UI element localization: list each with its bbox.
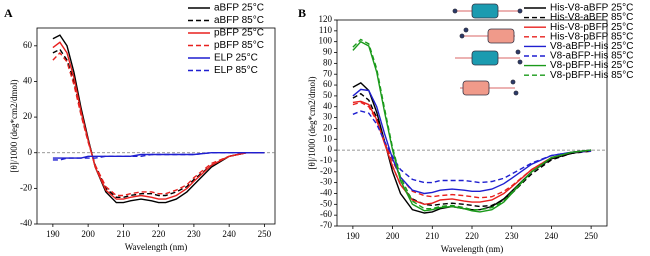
y-tick-label: 60 bbox=[23, 40, 33, 50]
y-tick-label: 70 bbox=[323, 68, 333, 78]
y-tick-label: -30 bbox=[320, 177, 332, 187]
y-tick-label: 60 bbox=[323, 79, 333, 89]
y-tick-label: 100 bbox=[319, 36, 333, 46]
x-tick-label: 210 bbox=[117, 229, 131, 239]
plot-frame bbox=[36, 27, 276, 225]
y-axis-label: [θ]/1000 (deg*cm2/dmol) bbox=[307, 76, 317, 169]
y-tick-label: 20 bbox=[323, 122, 333, 132]
y-tick-label: -40 bbox=[20, 218, 32, 228]
legend-label: His-V8-aBFP 85°C bbox=[550, 12, 633, 23]
legend-label: V8-aBFP-His 85°C bbox=[550, 51, 633, 62]
series-line bbox=[52, 152, 265, 161]
x-tick-label: 230 bbox=[505, 231, 519, 241]
legend-label: aBFP 85°C bbox=[214, 15, 264, 26]
series-line bbox=[352, 38, 592, 211]
legend-label: pBFP 85°C bbox=[214, 40, 264, 51]
legend-label: His-V8-pBFP 85°C bbox=[550, 31, 633, 42]
legend-label: V8-pBFP-His 25°C bbox=[550, 60, 633, 71]
x-tick-label: 190 bbox=[346, 231, 360, 241]
series-line bbox=[352, 88, 592, 195]
y-tick-label: 40 bbox=[23, 76, 33, 86]
legend-label: ELP 25°C bbox=[214, 53, 258, 64]
x-tick-label: 220 bbox=[465, 231, 479, 241]
x-tick-label: 240 bbox=[222, 229, 236, 239]
legend-label: His-V8-pBFP 25°C bbox=[550, 22, 633, 33]
y-tick-label: 10 bbox=[323, 133, 333, 143]
y-tick-label: 50 bbox=[323, 90, 333, 100]
y-tick-label: -70 bbox=[320, 220, 332, 230]
x-tick-label: 190 bbox=[46, 229, 60, 239]
y-tick-label: 120 bbox=[319, 14, 333, 24]
series-line bbox=[352, 101, 592, 199]
legend-label: V8-aBFP-His 25°C bbox=[550, 41, 633, 52]
y-tick-label: -20 bbox=[20, 182, 32, 192]
x-tick-label: 200 bbox=[81, 229, 95, 239]
y-tick-label: -60 bbox=[320, 209, 332, 219]
x-tick-label: 200 bbox=[386, 231, 400, 241]
y-tick-label: 30 bbox=[323, 112, 333, 122]
y-tick-label: 0 bbox=[328, 144, 333, 154]
legend-label: ELP 85°C bbox=[214, 65, 258, 76]
legend-label: aBFP 25°C bbox=[214, 3, 264, 14]
legend-label: pBFP 25°C bbox=[214, 28, 264, 39]
x-tick-label: 240 bbox=[545, 231, 559, 241]
y-tick-label: 0 bbox=[28, 147, 33, 157]
y-tick-label: -20 bbox=[320, 166, 332, 176]
y-tick-label: 90 bbox=[323, 47, 333, 57]
series-line bbox=[52, 34, 265, 204]
series-line bbox=[52, 41, 265, 200]
y-tick-label: -50 bbox=[320, 198, 332, 208]
y-tick-label: -10 bbox=[320, 155, 332, 165]
legend-label: V8-pBFP-His 85°C bbox=[550, 70, 633, 81]
y-tick-label: 20 bbox=[23, 111, 33, 121]
panel-label: B bbox=[298, 6, 306, 20]
y-tick-label: -40 bbox=[320, 188, 332, 198]
series-line bbox=[52, 51, 265, 197]
x-tick-label: 250 bbox=[258, 229, 272, 239]
legend-label: His-V8-aBFP 25°C bbox=[550, 3, 633, 14]
panel-label: A bbox=[4, 6, 13, 20]
y-tick-label: 40 bbox=[323, 101, 333, 111]
x-tick-label: 230 bbox=[187, 229, 201, 239]
x-tick-label: 220 bbox=[152, 229, 166, 239]
x-tick-label: 210 bbox=[426, 231, 440, 241]
y-tick-label: 110 bbox=[319, 25, 333, 35]
x-axis-label: Wavelength (nm) bbox=[125, 242, 188, 252]
series-line bbox=[352, 110, 592, 184]
y-axis-label: [θ]/1000 (deg*cm2/dmol) bbox=[9, 79, 19, 172]
icons bbox=[452, 3, 523, 96]
x-tick-label: 250 bbox=[584, 231, 598, 241]
y-tick-label: 80 bbox=[323, 57, 333, 67]
x-axis-label: Wavelength (nm) bbox=[441, 244, 504, 254]
